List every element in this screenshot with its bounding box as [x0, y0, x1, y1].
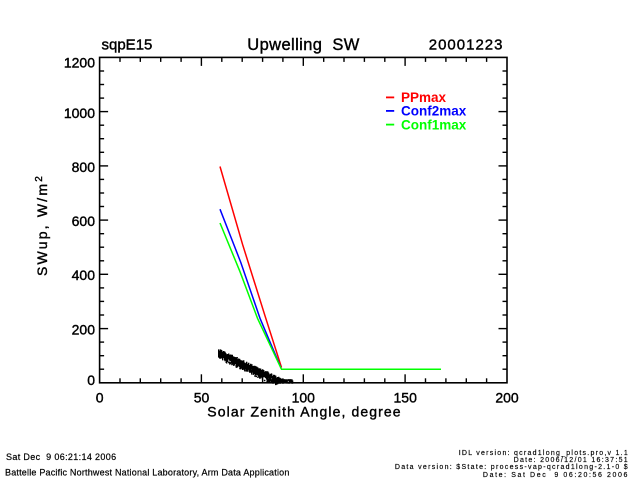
- svg-text:Data version: $State: process-: Data version: $State: process-vap-qcrad1…: [395, 464, 629, 471]
- svg-text:800: 800: [72, 159, 96, 175]
- svg-text:Sat Dec 9 06:21:14 2006: Sat Dec 9 06:21:14 2006: [6, 452, 116, 462]
- svg-text:Conf1max: Conf1max: [401, 118, 467, 133]
- svg-text:Solar Zenith Angle, degree: Solar Zenith Angle, degree: [207, 404, 401, 420]
- svg-text:600: 600: [72, 213, 96, 229]
- svg-text:200: 200: [72, 321, 96, 337]
- svg-text:Date: 2006/12/01 16:37:51: Date: 2006/12/01 16:37:51: [514, 457, 629, 464]
- svg-text:1000: 1000: [64, 105, 95, 121]
- svg-text:Upwelling SW: Upwelling SW: [247, 36, 360, 54]
- svg-text:0: 0: [87, 372, 95, 388]
- svg-text:50: 50: [194, 389, 210, 405]
- svg-text:1200: 1200: [64, 54, 95, 70]
- svg-text:SWup, W/m2: SWup, W/m2: [34, 174, 50, 276]
- svg-text:Date: Sat Dec 9 06:20:56 2006: Date: Sat Dec 9 06:20:56 2006: [483, 472, 629, 479]
- svg-text:0: 0: [96, 389, 104, 405]
- svg-text:Conf2max: Conf2max: [401, 104, 467, 119]
- svg-text:20001223: 20001223: [429, 37, 504, 54]
- svg-text:150: 150: [394, 389, 418, 405]
- svg-text:Battelle Pacific Northwest Nat: Battelle Pacific Northwest National Labo…: [5, 468, 290, 478]
- svg-text:IDL version: qcrad1long_plots.: IDL version: qcrad1long_plots.pro,v 1.1: [459, 450, 629, 457]
- svg-text:200: 200: [495, 389, 519, 405]
- svg-text:400: 400: [72, 267, 96, 283]
- svg-text:PPmax: PPmax: [401, 90, 447, 105]
- svg-text:sqpE15: sqpE15: [102, 37, 153, 54]
- svg-text:100: 100: [292, 389, 316, 405]
